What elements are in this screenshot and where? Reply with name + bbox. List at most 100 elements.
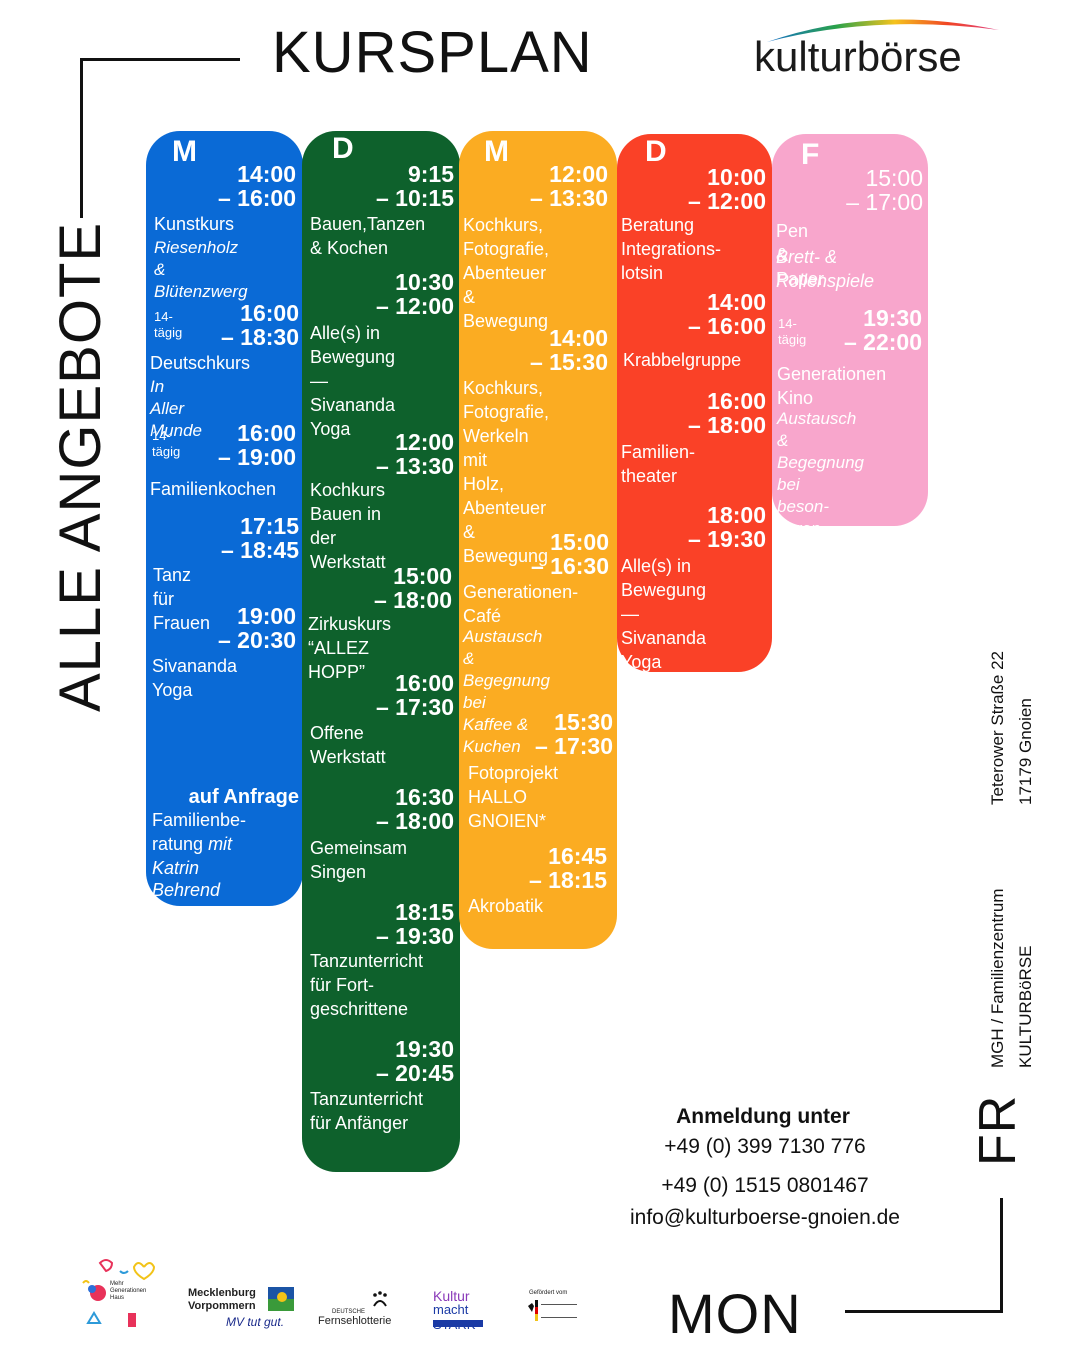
event-time: 16:00 – 18:00 [687,388,766,438]
biweekly-note: 14-tägig [152,428,181,459]
bmbf-text: Gefördert vom [529,1290,568,1296]
event-time: auf Anfrage [188,786,299,808]
event-time: 17:15 – 18:45 [220,513,299,563]
event-time: 16:30 – 18:00 [375,784,454,834]
eagle-icon [528,1300,538,1321]
event-time: 12:00 – 13:30 [529,161,608,211]
event-time: 10:00 – 12:00 [687,164,766,214]
event-title: Familienkochen [150,479,277,499]
biweekly-note: 14-tägig [778,316,807,347]
day-letter: D [645,135,667,168]
contact-phone-1[interactable]: +49 (0) 399 7130 776 [664,1135,866,1158]
event-title: Familien- theater [621,442,696,486]
event-time: 9:15 – 10:15 [375,161,454,211]
event-title: Deutschkurs [150,353,251,373]
event-title: Kochkurs, Fotografie, Werkeln mit Holz, … [463,378,550,566]
day-letter: M [484,135,509,168]
bmbf-name-lines [541,1304,577,1318]
fernsehlotterie-logo: DEUTSCHE Fernsehlotterie [318,1290,413,1330]
event-title: Offene Werkstatt [310,723,386,767]
fernsehlotterie-text-1: DEUTSCHE [332,1309,366,1315]
event-time: 12:00 – 13:30 [375,429,454,479]
event-title: Krabbelgruppe [623,350,742,370]
event-title: Gemeinsam Singen [310,838,408,882]
brand-logo: kulturbörse [754,33,962,80]
event-title: Zirkuskurs “ALLEZ HOPP” [308,614,392,682]
event-title: Kochkurs Bauen in der Werkstatt [310,480,386,572]
event-title: Kochkurs, Fotografie, Abenteuer & Bewegu… [463,215,550,331]
mv-flag-icon [268,1287,294,1311]
event-time: 10:30 – 12:00 [375,269,454,319]
event-title: Tanzunterricht für Fort- geschrittene [310,951,424,1019]
event-time: 14:00 – 16:00 [687,289,766,339]
bottom-right-line-h [845,1310,1003,1313]
event-time: 16:45 – 18:15 [528,843,607,893]
organization: MGH / Familienzentrum KULTURBöRSE [988,888,1035,1068]
bmbf-logo: Gefördert vom [527,1290,587,1330]
day-column-thursday [617,134,772,672]
range-end-label: FR [969,1094,1027,1166]
day-letter: M [172,135,197,168]
kms-bar [433,1320,483,1327]
event-time: 19:30 – 20:45 [375,1036,454,1086]
event-time: 16:00 – 17:30 [375,670,454,720]
day-column-friday [772,134,928,526]
top-left-line-h [80,58,240,61]
event-time: 15:30 – 17:30 [534,709,613,759]
mv-logo-text-1: Mecklenburg [188,1287,256,1299]
mv-logo-text-2: Vorpommern [188,1300,256,1312]
contact-phone-2[interactable]: +49 (0) 1515 0801467 [661,1174,869,1197]
event-time: 18:15 – 19:30 [375,899,454,949]
event-title: Bauen,Tanzen & Kochen [310,214,426,258]
event-title: Pen & Paper [776,221,825,289]
page-title: KURSPLAN [272,20,593,85]
mgh-logo-text: Mehr Generationen Haus [110,1281,147,1301]
side-title: ALLE ANGEBOTE [48,221,113,712]
top-left-line-v [80,58,83,218]
bottom-right-line-v [1000,1198,1003,1313]
event-time: 19:00 – 20:30 [217,603,296,653]
event-subtitle: Riesenholz & Blütenzwerg [154,238,248,301]
event-title: Tanz für Frauen [153,565,211,633]
mv-logo: Mecklenburg Vorpommern MV tut gut. [188,1287,298,1332]
event-title: Tanzunterricht für Anfänger [310,1089,424,1133]
day-letter: F [801,138,820,171]
kms-text-1: Kultur [433,1288,470,1304]
event-subtitle: Austausch & Begegnung bei Kaffee & Kuche… [463,627,550,756]
brand-arc-icon [767,19,999,42]
event-time: 15:00 – 16:30 [530,529,609,579]
mgh-logo-icon [82,1259,156,1327]
event-title: Akrobatik [468,896,544,916]
fernsehlotterie-text-2: Fernsehlotterie [318,1315,392,1327]
range-start-label: MON [668,1282,802,1345]
kms-text-2: macht STARK [433,1302,475,1332]
mgh-logo: Mehr Generationen Haus [78,1255,168,1335]
event-subtitle: Katrin Behrend [152,858,221,900]
event-subtitle: In Aller Munde [150,377,202,440]
event-time: 16:00 – 18:30 [220,300,299,350]
event-time: 14:00 – 15:30 [529,325,608,375]
event-time: 19:30 – 22:00 [843,305,922,355]
event-time: 16:00 – 19:00 [217,420,296,470]
day-column-monday [146,131,303,906]
hand-icon [373,1291,387,1307]
event-title: Alle(s) in Bewegung — Sivananda Yoga [310,323,396,439]
event-title: Beratung Integrations- lotsin [621,215,722,283]
event-time: 15:00 – 17:00 [846,165,923,215]
kultur-macht-stark-logo: Kultur macht STARK [433,1288,508,1332]
event-title: Generationen- Café [463,582,579,626]
event-time: 15:00 – 18:00 [373,563,452,613]
event-title: Alle(s) in Bewegung — Sivananda Yoga [621,556,707,672]
event-subtitle: Austausch & Begegnung bei beson-deren Fi… [777,409,864,560]
day-letter: D [332,132,354,165]
day-column-tuesday [302,131,460,1172]
contact-email[interactable]: info@kulturboerse-gnoien.de [630,1206,900,1229]
event-title: Fotoprojekt HALLO GNOIEN* [468,763,559,831]
contact-heading: Anmeldung unter [676,1105,850,1128]
event-title: Generationen Kino [777,364,887,408]
event-subtitle: Brett- & Rollenspiele [776,247,875,291]
event-time: 14:00 – 16:00 [217,161,296,211]
event-title: Familienbe- ratung mit [152,810,247,854]
mv-logo-slogan: MV tut gut. [226,1315,285,1329]
event-title: Sivananda Yoga [152,656,238,700]
